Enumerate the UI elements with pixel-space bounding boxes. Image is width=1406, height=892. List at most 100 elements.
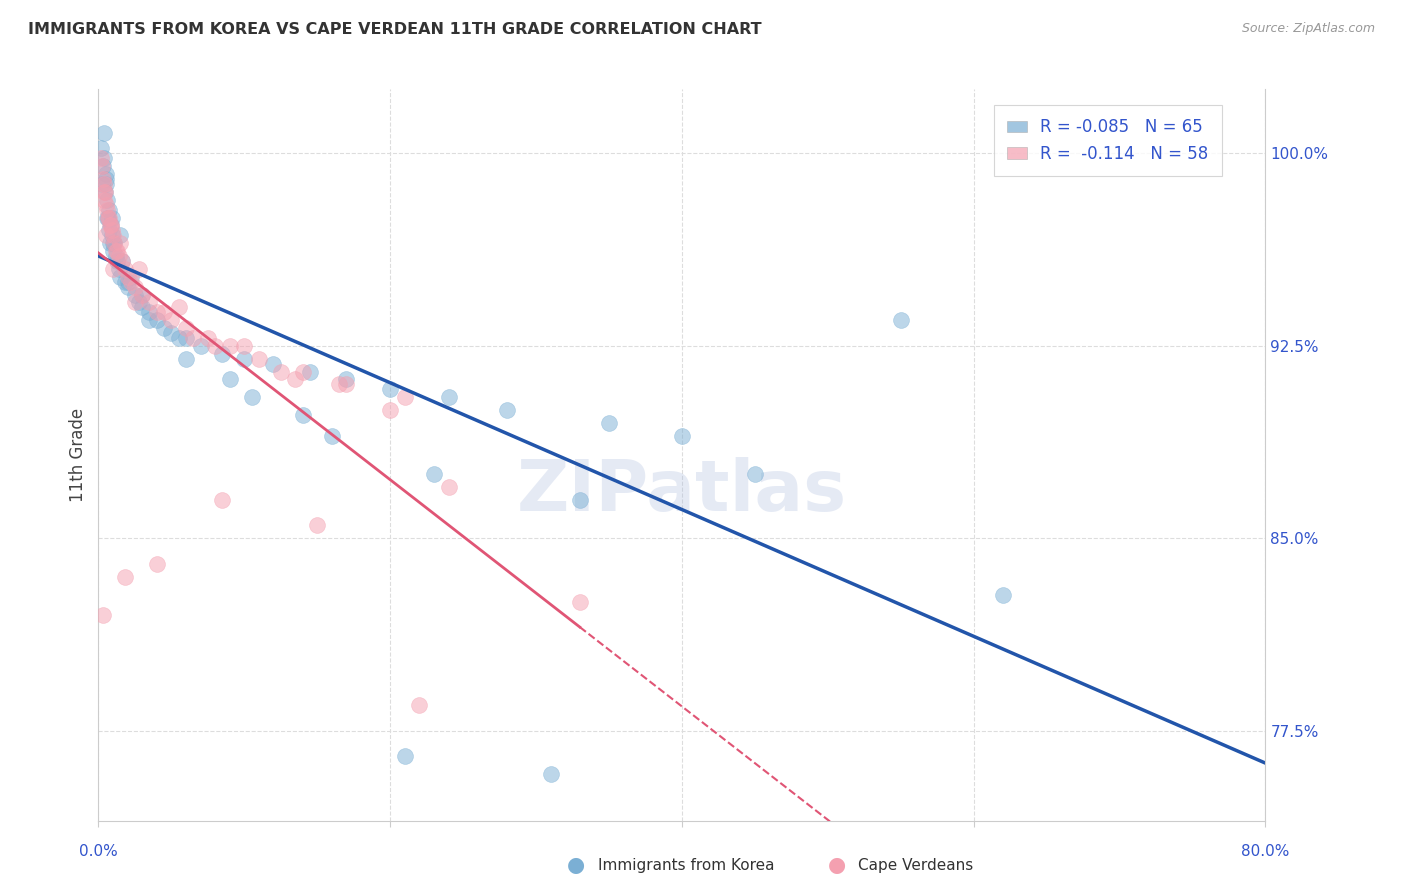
Point	[103, 236, 125, 251]
Point	[101, 261, 124, 276]
Point	[124, 287, 146, 301]
Point	[94, 185, 117, 199]
Point	[190, 339, 212, 353]
Point	[111, 254, 134, 268]
Point	[131, 301, 153, 315]
Point	[598, 416, 620, 430]
Point	[408, 698, 430, 713]
Point	[91, 177, 114, 191]
Point	[146, 305, 169, 319]
Point	[211, 346, 233, 360]
Point	[181, 331, 204, 345]
Point	[93, 126, 115, 140]
Point	[321, 428, 343, 442]
Point	[138, 295, 160, 310]
Point	[167, 331, 190, 345]
Point	[90, 152, 112, 166]
Point	[96, 177, 118, 191]
Text: Source: ZipAtlas.com: Source: ZipAtlas.com	[1241, 22, 1375, 36]
Point	[94, 172, 117, 186]
Point	[138, 313, 160, 327]
Point	[101, 228, 124, 243]
Point	[117, 280, 139, 294]
Point	[104, 244, 127, 258]
Point	[96, 202, 118, 217]
Point	[105, 254, 128, 268]
Point	[298, 364, 321, 378]
Point	[568, 492, 591, 507]
Point	[128, 295, 150, 310]
Point	[93, 177, 115, 191]
Point	[744, 467, 766, 482]
Legend: R = -0.085   N = 65, R =  -0.114   N = 58: R = -0.085 N = 65, R = -0.114 N = 58	[994, 105, 1222, 176]
Text: ZIPatlas: ZIPatlas	[517, 457, 846, 526]
Point	[114, 570, 136, 584]
Point	[104, 249, 127, 263]
Point	[117, 275, 139, 289]
Point	[307, 518, 329, 533]
Point	[98, 223, 121, 237]
Point	[100, 218, 122, 232]
Point	[233, 351, 256, 366]
Point	[378, 403, 402, 417]
Point	[211, 492, 233, 507]
Point	[124, 295, 146, 310]
Text: IMMIGRANTS FROM KOREA VS CAPE VERDEAN 11TH GRADE CORRELATION CHART: IMMIGRANTS FROM KOREA VS CAPE VERDEAN 11…	[28, 22, 762, 37]
Point	[96, 211, 118, 225]
Point	[114, 275, 136, 289]
Point	[100, 228, 122, 243]
Text: Immigrants from Korea: Immigrants from Korea	[598, 858, 775, 872]
Point	[94, 197, 117, 211]
Point	[204, 339, 226, 353]
Point	[114, 261, 136, 276]
Text: 80.0%: 80.0%	[1241, 845, 1289, 859]
Point	[174, 351, 197, 366]
Point	[146, 557, 169, 571]
Point	[131, 287, 153, 301]
Point	[120, 269, 142, 284]
Point	[96, 193, 118, 207]
Point	[91, 608, 114, 623]
Point	[495, 403, 517, 417]
Point	[90, 141, 112, 155]
Point	[131, 287, 153, 301]
Point	[97, 211, 120, 225]
Point	[240, 390, 263, 404]
Point	[110, 236, 132, 251]
Point	[394, 390, 416, 404]
Y-axis label: 11th Grade: 11th Grade	[69, 408, 87, 502]
Point	[91, 172, 114, 186]
Point	[100, 218, 122, 232]
Point	[108, 249, 131, 263]
Point	[97, 202, 120, 217]
Point	[671, 428, 693, 442]
Text: Cape Verdeans: Cape Verdeans	[858, 858, 973, 872]
Point	[197, 331, 219, 345]
Point	[146, 313, 169, 327]
Point	[437, 480, 460, 494]
Point	[284, 372, 307, 386]
Point	[291, 408, 314, 422]
Point	[540, 767, 562, 781]
Point	[94, 167, 117, 181]
Point	[93, 152, 115, 166]
Text: ●: ●	[828, 855, 845, 875]
Point	[105, 244, 128, 258]
Point	[94, 185, 117, 199]
Point	[328, 377, 350, 392]
Point	[160, 326, 183, 340]
Point	[174, 331, 197, 345]
Point	[117, 269, 139, 284]
Point	[128, 261, 150, 276]
Point	[98, 218, 121, 232]
Point	[97, 211, 120, 225]
Point	[335, 377, 357, 392]
Text: ●: ●	[568, 855, 585, 875]
Point	[218, 339, 240, 353]
Point	[97, 211, 120, 225]
Point	[291, 364, 314, 378]
Point	[100, 223, 122, 237]
Point	[93, 193, 115, 207]
Point	[394, 749, 416, 764]
Point	[101, 236, 124, 251]
